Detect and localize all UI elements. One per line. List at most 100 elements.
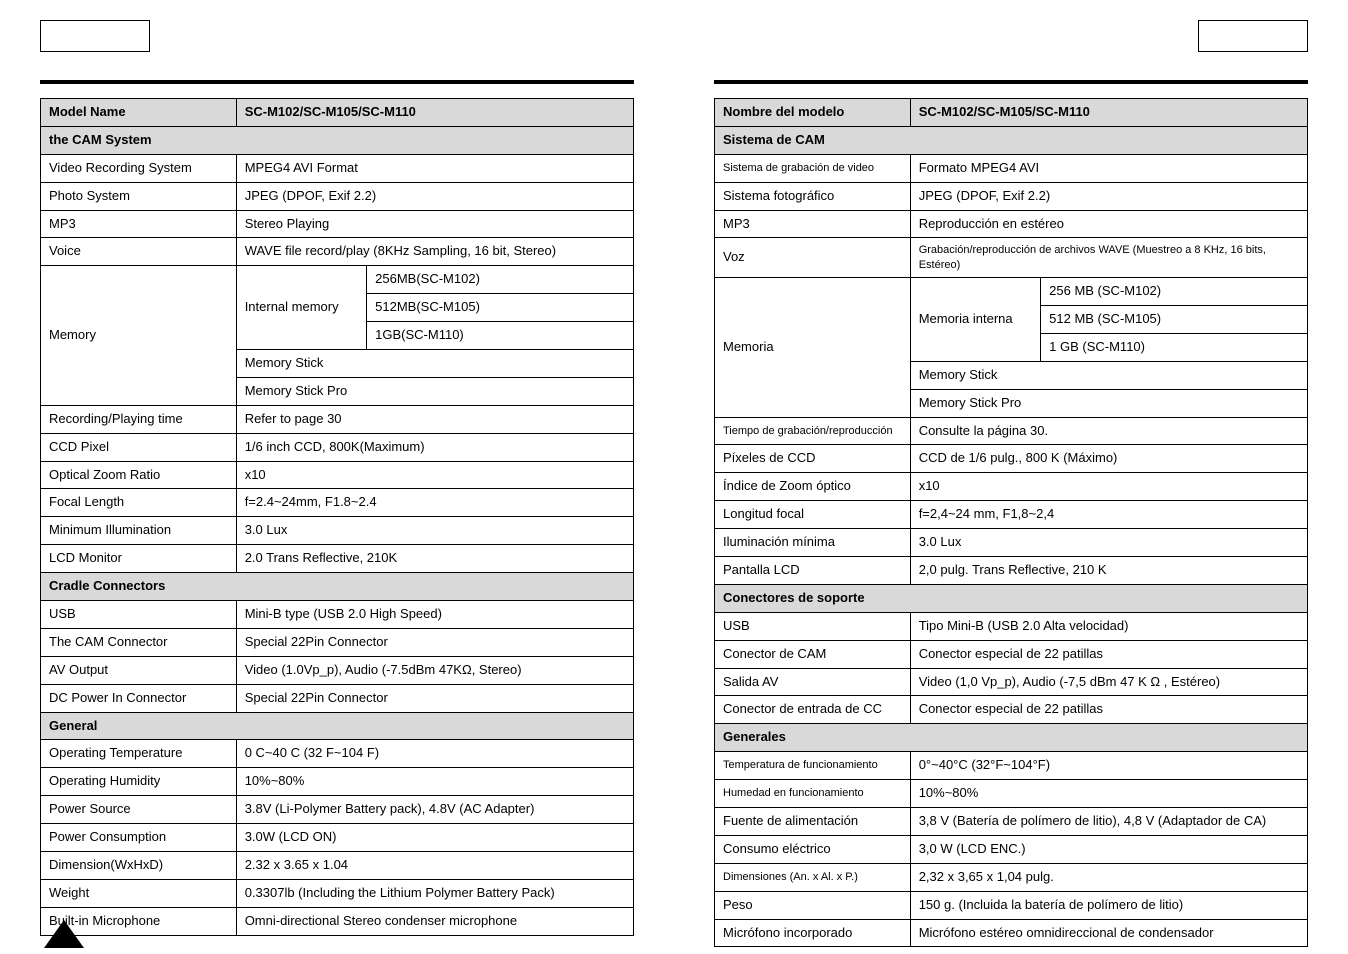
cell-value: 3.8V (Li-Polymer Battery pack), 4.8V (AC… xyxy=(236,796,633,824)
model-name-label: Nombre del modelo xyxy=(715,99,911,127)
table-row: Iluminación mínima3.0 Lux xyxy=(715,529,1308,557)
cell-value: 256 MB (SC-M102) xyxy=(1041,278,1308,306)
cell-value: Memory Stick xyxy=(236,350,633,378)
cell-value: 0.3307lb (Including the Lithium Polymer … xyxy=(236,879,633,907)
table-row: Built-in MicrophoneOmni-directional Ster… xyxy=(41,907,634,935)
cell-label: Operating Humidity xyxy=(41,768,237,796)
table-row: USBTipo Mini-B (USB 2.0 Alta velocidad) xyxy=(715,612,1308,640)
cell-label: Peso xyxy=(715,891,911,919)
internal-memory-label: Memoria interna xyxy=(910,278,1040,362)
cell-value: 1/6 inch CCD, 800K(Maximum) xyxy=(236,433,633,461)
cell-label: Temperatura de funcionamiento xyxy=(715,752,911,780)
table-row: AV OutputVideo (1.0Vp_p), Audio (-7.5dBm… xyxy=(41,656,634,684)
cell-value: 1 GB (SC-M110) xyxy=(1041,333,1308,361)
cell-label: Focal Length xyxy=(41,489,237,517)
table-row: Recording/Playing timeRefer to page 30 xyxy=(41,405,634,433)
table-row: Focal Lengthf=2.4~24mm, F1.8~2.4 xyxy=(41,489,634,517)
internal-memory-label: Internal memory xyxy=(236,266,366,350)
cell-value: x10 xyxy=(910,473,1307,501)
table-row: Longitud focalf=2,4~24 mm, F1,8~2,4 xyxy=(715,501,1308,529)
cell-label: Consumo eléctrico xyxy=(715,835,911,863)
cell-label: Humedad en funcionamiento xyxy=(715,780,911,808)
cell-label: Micrófono incorporado xyxy=(715,919,911,947)
table-row: USBMini-B type (USB 2.0 High Speed) xyxy=(41,601,634,629)
table-row: Memoria Memoria interna 256 MB (SC-M102) xyxy=(715,278,1308,306)
table-row: Dimension(WxHxD)2.32 x 3.65 x 1.04 xyxy=(41,852,634,880)
spec-table-left: Model Name SC-M102/SC-M105/SC-M110 the C… xyxy=(40,98,634,936)
cell-label: Conector de CAM xyxy=(715,640,911,668)
cell-value: Grabación/reproducción de archivos WAVE … xyxy=(910,238,1307,278)
cam-system-header: the CAM System xyxy=(41,126,634,154)
table-row: Power Consumption3.0W (LCD ON) xyxy=(41,824,634,852)
table-row: Humedad en funcionamiento10%~80% xyxy=(715,780,1308,808)
cell-value: 0 C~40 C (32 F~104 F) xyxy=(236,740,633,768)
table-row: Consumo eléctrico3,0 W (LCD ENC.) xyxy=(715,835,1308,863)
table-row: Fuente de alimentación3,8 V (Batería de … xyxy=(715,807,1308,835)
cell-label: MP3 xyxy=(715,210,911,238)
table-row: VoiceWAVE file record/play (8KHz Samplin… xyxy=(41,238,634,266)
cell-label: MP3 xyxy=(41,210,237,238)
cell-value: Omni-directional Stereo condenser microp… xyxy=(236,907,633,935)
cell-value: Memory Stick Pro xyxy=(236,377,633,405)
table-row: Tiempo de grabación/reproducciónConsulte… xyxy=(715,417,1308,445)
cell-value: 256MB(SC-M102) xyxy=(367,266,634,294)
cell-value: Memory Stick xyxy=(910,361,1307,389)
table-row: VozGrabación/reproducción de archivos WA… xyxy=(715,238,1308,278)
table-row: Minimum Illumination3.0 Lux xyxy=(41,517,634,545)
table-row: DC Power In ConnectorSpecial 22Pin Conne… xyxy=(41,684,634,712)
cell-value: 0°~40°C (32°F~104°F) xyxy=(910,752,1307,780)
cell-value: 3.0W (LCD ON) xyxy=(236,824,633,852)
cell-label: USB xyxy=(715,612,911,640)
table-row: Photo SystemJPEG (DPOF, Exif 2.2) xyxy=(41,182,634,210)
cell-value: WAVE file record/play (8KHz Sampling, 16… xyxy=(236,238,633,266)
cradle-header: Conectores de soporte xyxy=(715,584,1308,612)
cell-value: Video (1.0Vp_p), Audio (-7.5dBm 47KΩ, St… xyxy=(236,656,633,684)
cell-value: 10%~80% xyxy=(910,780,1307,808)
cell-value: Stereo Playing xyxy=(236,210,633,238)
memory-label: Memoria xyxy=(715,278,911,417)
cell-value: Refer to page 30 xyxy=(236,405,633,433)
cell-value: 2,0 pulg. Trans Reflective, 210 K xyxy=(910,556,1307,584)
top-placeholder-box-left xyxy=(40,20,150,52)
cell-label: Minimum Illumination xyxy=(41,517,237,545)
general-header: General xyxy=(41,712,634,740)
memory-label: Memory xyxy=(41,266,237,405)
cell-value: 3,8 V (Batería de polímero de litio), 4,… xyxy=(910,807,1307,835)
cell-label: CCD Pixel xyxy=(41,433,237,461)
page-up-triangle-icon xyxy=(44,920,84,948)
cell-label: Optical Zoom Ratio xyxy=(41,461,237,489)
cell-label: Dimension(WxHxD) xyxy=(41,852,237,880)
right-column: Nombre del modelo SC-M102/SC-M105/SC-M11… xyxy=(674,0,1348,954)
cell-value: Special 22Pin Connector xyxy=(236,628,633,656)
cell-value: 150 g. (Incluida la batería de polímero … xyxy=(910,891,1307,919)
table-row: Temperatura de funcionamiento0°~40°C (32… xyxy=(715,752,1308,780)
model-name-label: Model Name xyxy=(41,99,237,127)
cell-value: x10 xyxy=(236,461,633,489)
cell-label: Voz xyxy=(715,238,911,278)
table-row: Power Source3.8V (Li-Polymer Battery pac… xyxy=(41,796,634,824)
cell-label: DC Power In Connector xyxy=(41,684,237,712)
cell-value: Conector especial de 22 patillas xyxy=(910,696,1307,724)
table-row: Dimensiones (An. x Al. x P.)2,32 x 3,65 … xyxy=(715,863,1308,891)
cell-value: 1GB(SC-M110) xyxy=(367,322,634,350)
general-header: Generales xyxy=(715,724,1308,752)
table-row: Conector de entrada de CCConector especi… xyxy=(715,696,1308,724)
table-row: Índice de Zoom ópticox10 xyxy=(715,473,1308,501)
cell-value: Special 22Pin Connector xyxy=(236,684,633,712)
cell-value: 3,0 W (LCD ENC.) xyxy=(910,835,1307,863)
cell-label: Weight xyxy=(41,879,237,907)
cell-label: Voice xyxy=(41,238,237,266)
cell-label: Índice de Zoom óptico xyxy=(715,473,911,501)
cell-value: Reproducción en estéreo xyxy=(910,210,1307,238)
cell-value: Memory Stick Pro xyxy=(910,389,1307,417)
cell-value: Formato MPEG4 AVI xyxy=(910,154,1307,182)
cell-value: Mini-B type (USB 2.0 High Speed) xyxy=(236,601,633,629)
cell-label: Dimensiones (An. x Al. x P.) xyxy=(715,863,911,891)
model-name-value: SC-M102/SC-M105/SC-M110 xyxy=(236,99,633,127)
cell-value: JPEG (DPOF, Exif 2.2) xyxy=(236,182,633,210)
table-row: Video Recording SystemMPEG4 AVI Format xyxy=(41,154,634,182)
cell-value: 2.0 Trans Reflective, 210K xyxy=(236,545,633,573)
cell-value: 2,32 x 3,65 x 1,04 pulg. xyxy=(910,863,1307,891)
cell-label: Recording/Playing time xyxy=(41,405,237,433)
cell-value: 512MB(SC-M105) xyxy=(367,294,634,322)
